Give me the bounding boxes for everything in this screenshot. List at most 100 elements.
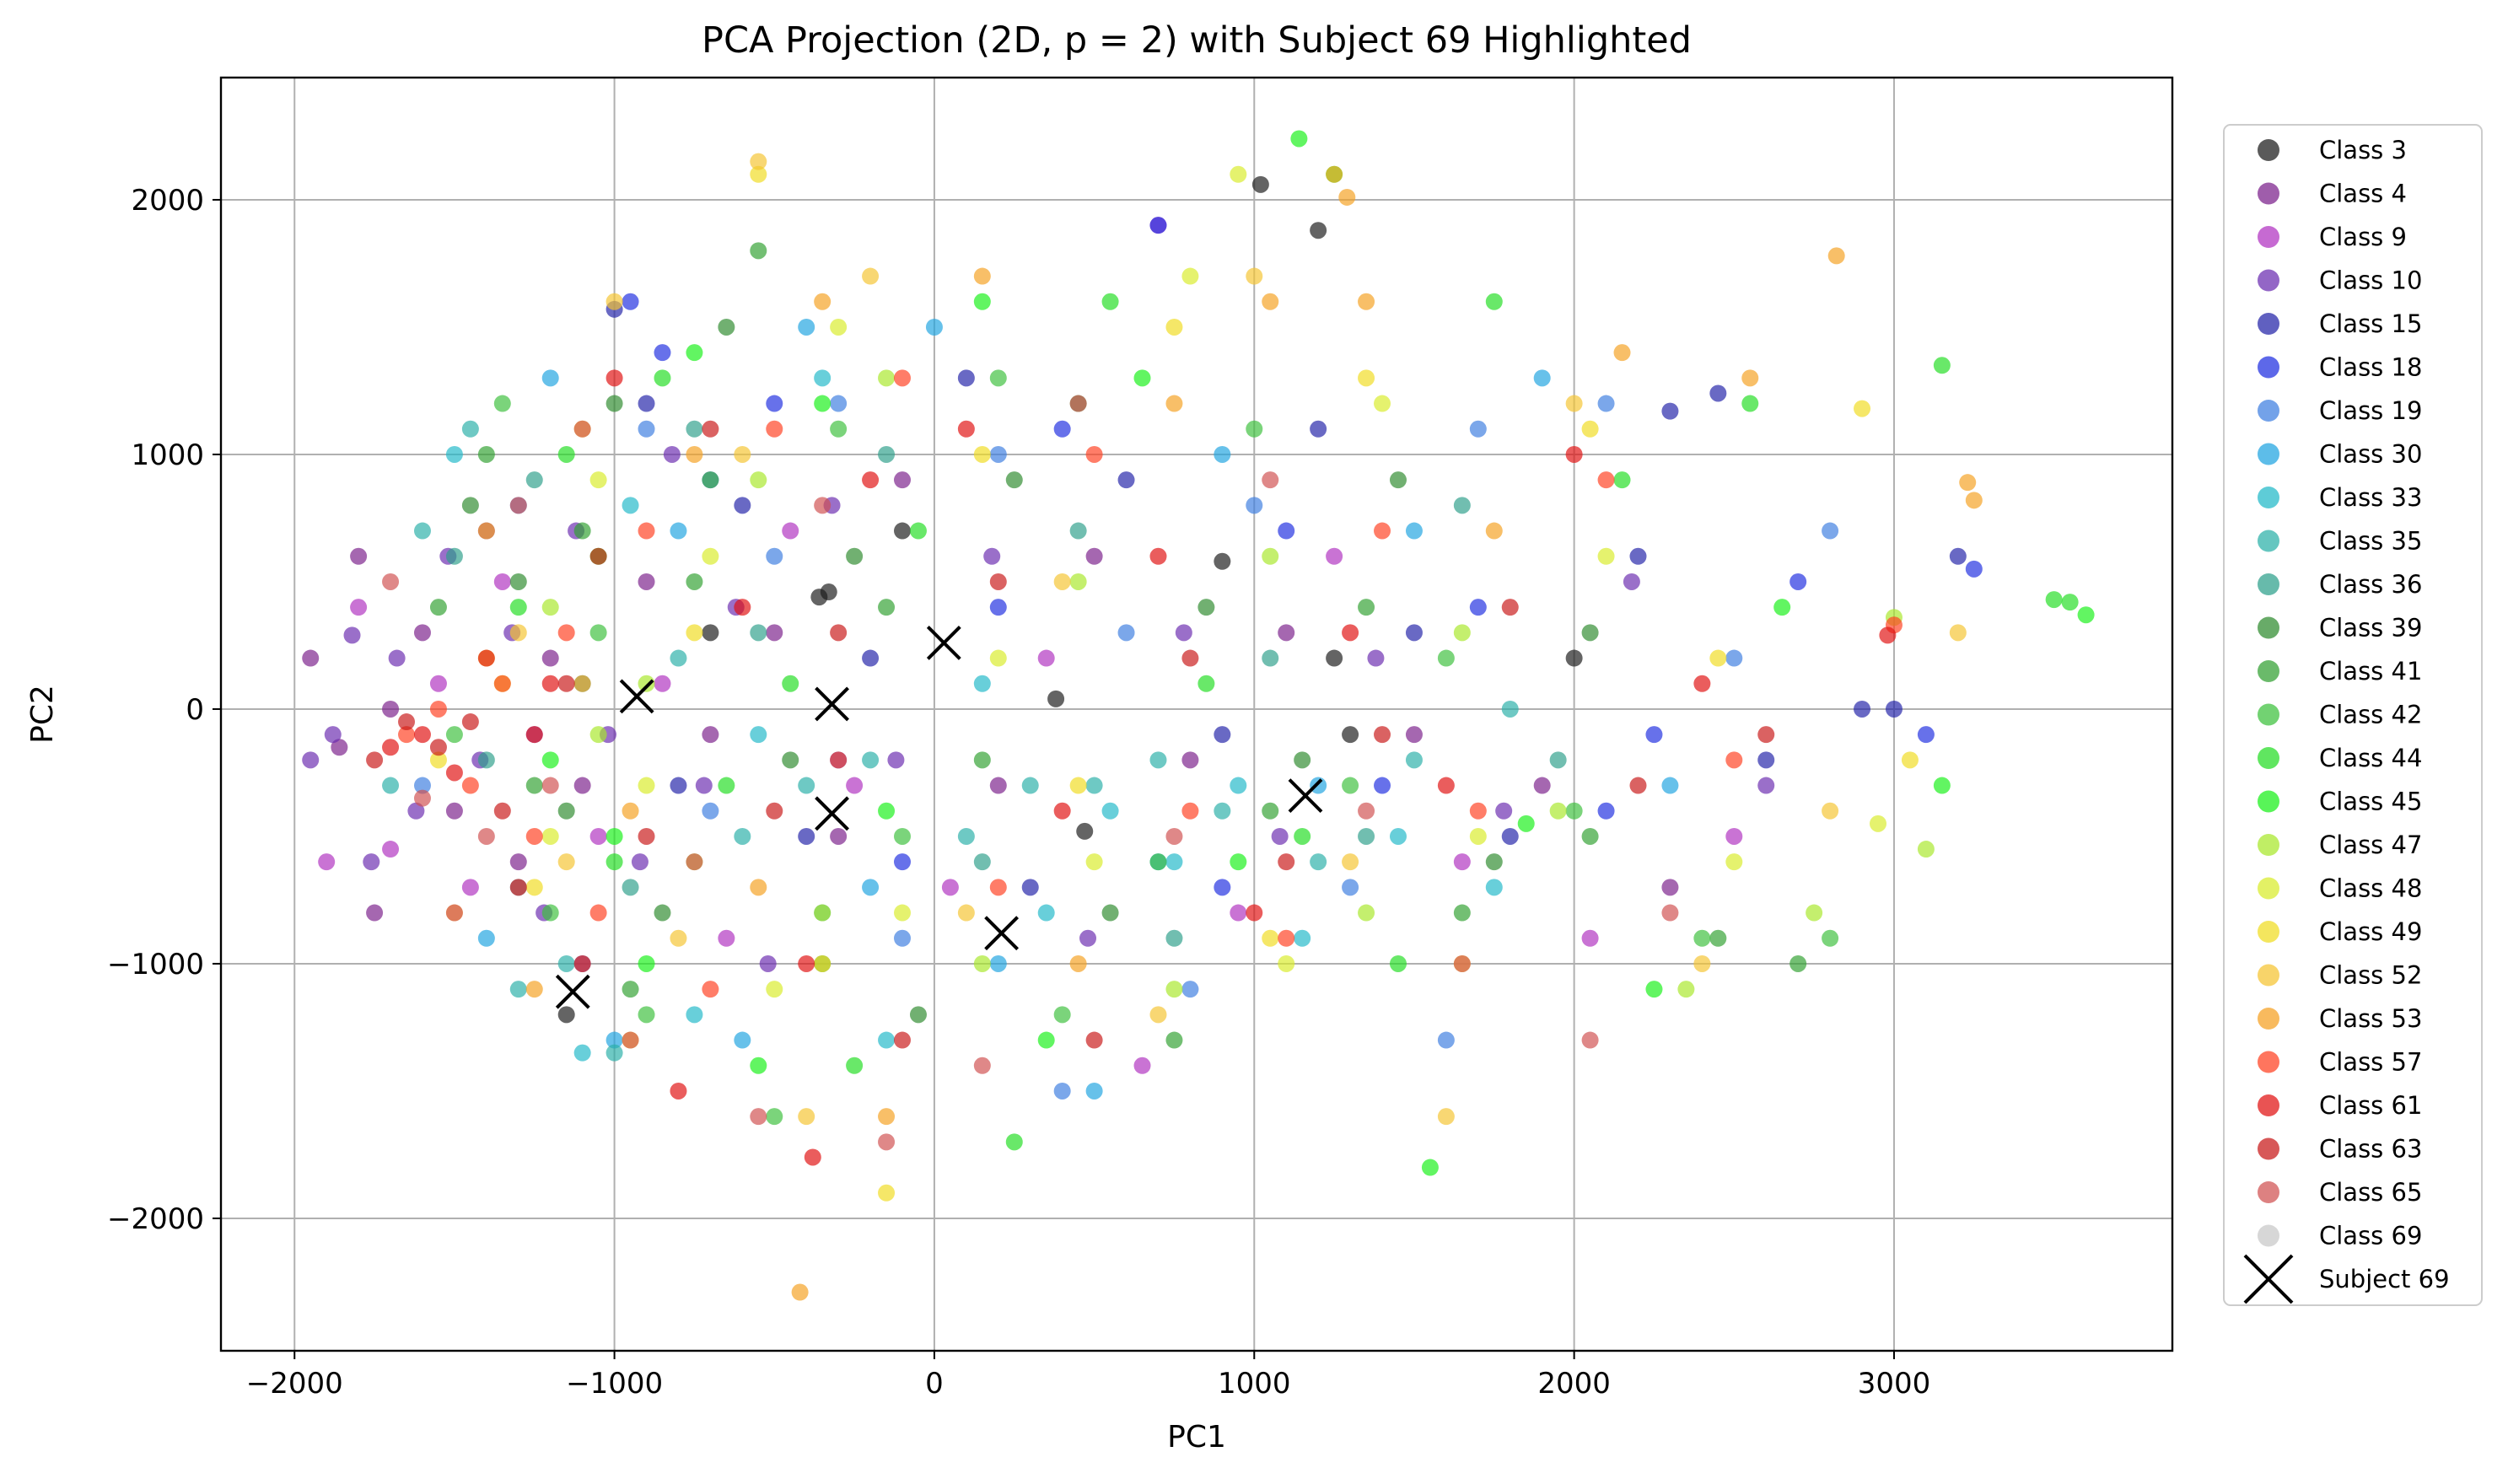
class-48-point: [1374, 395, 1391, 412]
class-9-point: [318, 853, 336, 871]
class-4-point: [830, 827, 848, 845]
class-33-point: [814, 369, 832, 387]
legend-swatch: [2258, 573, 2279, 595]
class-63-point: [1629, 777, 1647, 794]
class-47-point: [1165, 981, 1183, 998]
class-10-point: [631, 853, 649, 871]
legend-entry-class-49: Class 49: [2258, 917, 2422, 946]
class-4-point: [509, 853, 527, 871]
class-65-point: [477, 827, 495, 845]
class-36-point: [1262, 649, 1279, 667]
class-49-point: [1358, 369, 1375, 387]
class-35-point: [1405, 751, 1423, 769]
class-36-point: [1165, 929, 1183, 947]
class-57-point: [1725, 751, 1743, 769]
class-47-point: [1069, 573, 1087, 590]
class-65-point: [509, 497, 527, 514]
class-65-point: [382, 573, 400, 590]
class-42-point: [766, 1108, 783, 1126]
class-10-point: [343, 626, 361, 644]
y-tick-label: −2000: [107, 1202, 204, 1236]
legend-entry-class-9: Class 9: [2258, 223, 2407, 251]
class-4-point: [382, 700, 400, 718]
class-19-point: [1181, 981, 1199, 998]
legend-swatch: [2258, 139, 2279, 161]
class-9-point: [350, 599, 368, 616]
class-49-point: [1709, 649, 1727, 667]
class-33-point: [1294, 929, 1311, 947]
class-44-point: [1005, 1133, 1023, 1151]
legend-label: Class 41: [2319, 657, 2422, 686]
legend-label: Class 47: [2319, 831, 2422, 859]
plot-frame: [219, 76, 2174, 1352]
class-53-point: [573, 675, 591, 692]
class-9-point: [1133, 1057, 1151, 1074]
class-30-point: [1085, 1082, 1103, 1100]
class-53-point: [878, 1108, 896, 1126]
class-42-point: [1565, 802, 1583, 820]
class-9-point: [941, 879, 959, 896]
class-33-point: [973, 675, 991, 692]
class-48-point: [1469, 827, 1487, 845]
class-15-point: [1885, 700, 1903, 718]
class-18-point: [766, 395, 783, 412]
class-18-point: [1374, 777, 1391, 794]
class-48-point: [830, 318, 848, 336]
class-65-point: [413, 789, 431, 807]
class-53-point: [973, 267, 991, 285]
legend-label: Class 30: [2319, 440, 2422, 469]
x-tick-label: 2000: [1537, 1367, 1611, 1401]
class-45-point: [1037, 1031, 1055, 1049]
class-36-point: [1549, 751, 1567, 769]
class-35-point: [605, 1044, 623, 1062]
class-30-point: [1310, 777, 1327, 794]
class-63-point: [493, 802, 511, 820]
class-42-point: [702, 471, 719, 489]
legend-swatch: [2258, 313, 2279, 335]
class-30-point: [670, 522, 687, 540]
class-4-point: [331, 739, 348, 756]
class-15-point: [1405, 624, 1423, 642]
class-18-point: [622, 293, 639, 310]
class-4-point: [573, 777, 591, 794]
class-49-point: [1069, 777, 1087, 794]
class-47-point: [1453, 624, 1471, 642]
legend-entry-class-42: Class 42: [2258, 701, 2422, 729]
class-15-point: [1757, 751, 1775, 769]
class-41-point: [429, 599, 447, 616]
class-52-point: [1149, 1006, 1167, 1024]
class-65-point: [573, 420, 591, 438]
class-10-point: [407, 802, 425, 820]
class-49-point: [1165, 318, 1183, 336]
class-47-point: [750, 471, 767, 489]
class-41-point: [573, 522, 591, 540]
class-36-point: [1358, 827, 1375, 845]
class-44-point: [1933, 357, 1951, 374]
class-42-point: [1053, 1006, 1071, 1024]
class-36-point: [525, 471, 543, 489]
class-44-point: [1485, 293, 1503, 310]
class-4-point: [445, 802, 463, 820]
legend-label: Class 53: [2319, 1004, 2422, 1033]
class-53-point: [1338, 188, 1356, 206]
legend-label: Class 61: [2319, 1091, 2422, 1120]
class-19-point: [413, 777, 431, 794]
class-9-point: [461, 879, 479, 896]
class-35-point: [957, 827, 975, 845]
class-9-point: [382, 841, 400, 858]
class-19-point: [1342, 879, 1359, 896]
legend-swatch: [2258, 703, 2279, 726]
class-65-point: [686, 853, 703, 871]
class-45-point: [638, 954, 655, 972]
subject-69-marker: [926, 626, 961, 660]
class-10-point: [1271, 827, 1289, 845]
class-57-point: [1085, 445, 1103, 463]
class-57-point: [525, 827, 543, 845]
class-47-point: [1677, 981, 1695, 998]
class-48-point: [1725, 853, 1743, 871]
class-44-point: [557, 445, 575, 463]
class-61-point: [445, 764, 463, 782]
class-10-point: [759, 954, 777, 972]
class-3-point: [1076, 822, 1094, 840]
class-30-point: [1661, 777, 1679, 794]
